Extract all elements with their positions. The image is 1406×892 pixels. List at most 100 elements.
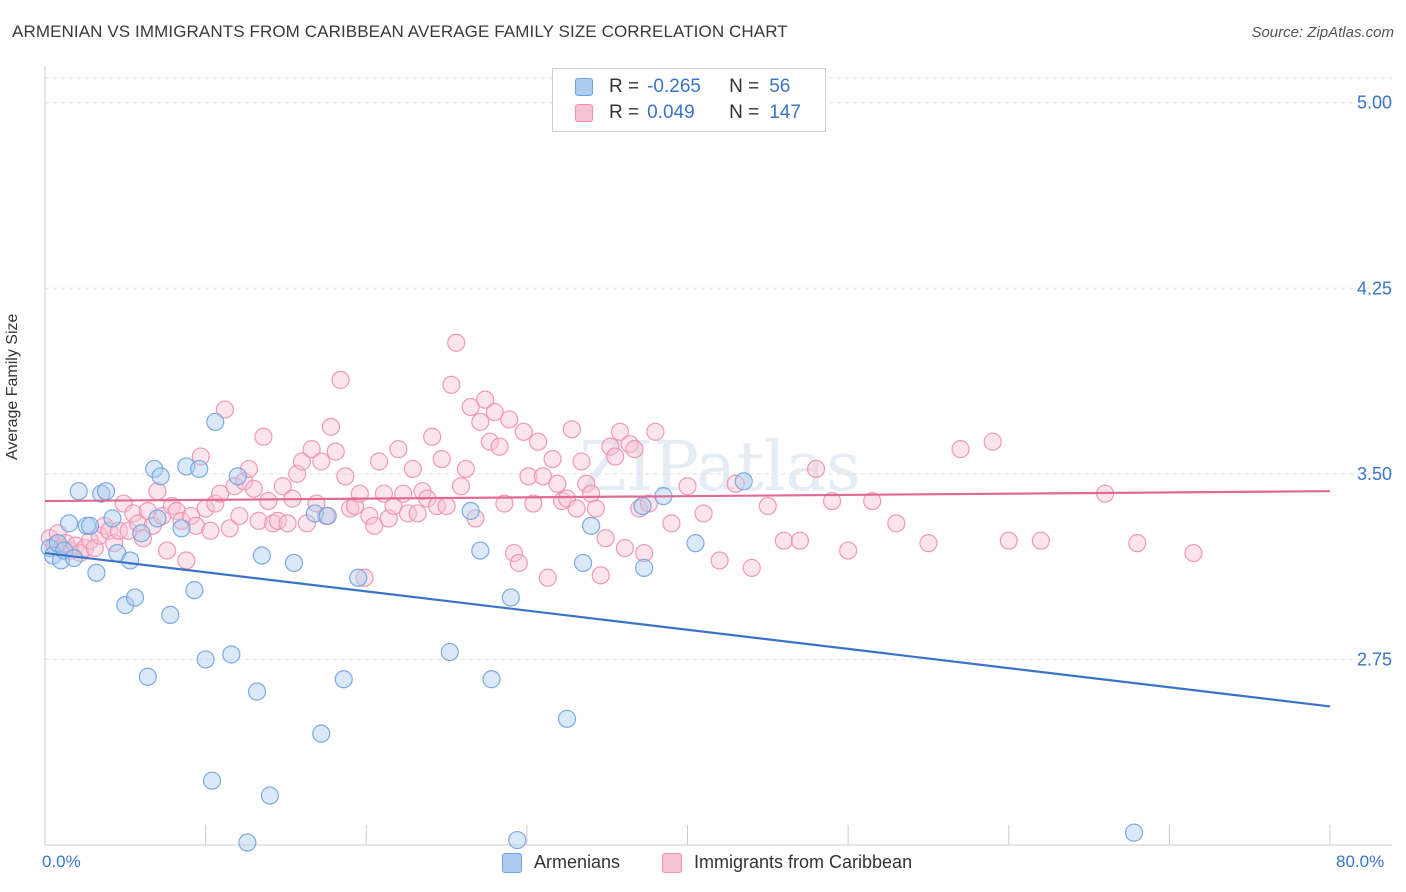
legend-row-armenians: R = -0.265 N = 56 [575,76,790,98]
armenian-point [121,551,140,570]
caribbean-point [572,452,591,471]
caribbean-point [215,400,234,419]
caribbean-point [742,558,761,577]
armenian-point [501,588,520,607]
armenians-legend-swatch [502,852,522,873]
caribbean-point [157,541,177,560]
caribbean-point [186,516,206,535]
caribbean-point [321,417,341,436]
armenian-point [633,496,652,516]
caribbean-point [601,437,620,456]
armenian-point [1124,823,1144,842]
caribbean-legend-swatch [662,852,682,873]
caribbean-point [839,541,858,560]
caribbean-point [509,553,528,573]
caribbean-point [630,499,649,518]
chart-title: ARMENIAN VS IMMIGRANTS FROM CARIBBEAN AV… [12,22,788,41]
legend-item-armenians[interactable]: Armenians [502,852,620,873]
n-label: N = [729,76,760,97]
legend-item-caribbean[interactable]: Immigrants from Caribbean [662,852,912,873]
caribbean-point [220,519,239,538]
armenian-point [172,519,191,538]
caribbean-point [403,459,422,479]
caribbean-point [694,504,713,523]
caribbean-point [774,531,793,550]
caribbean-point [249,511,268,530]
caribbean-point [432,449,451,469]
legend-row-caribbean: R = 0.049 N = 147 [575,102,801,124]
n-value: 56 [769,76,791,97]
caribbean-point [172,511,191,530]
caribbean-point [201,521,220,540]
caribbean-point [461,397,480,417]
armenian-point [185,581,204,600]
caribbean-point [562,420,581,439]
caribbean-point [437,496,456,516]
armenian-point [318,506,337,526]
armenian-point [252,546,271,565]
caribbean-point [370,452,389,471]
armenian-point [145,459,164,479]
caribbean-point [394,484,413,503]
armenian-point [92,484,111,503]
caribbean-point [331,370,350,389]
caribbean-point [615,538,634,558]
armenian-point [87,563,106,582]
caribbean-point [148,482,167,501]
caribbean-point [225,477,244,496]
caribbean-point [389,440,408,459]
caribbean-point [790,531,810,550]
caribbean-point [533,467,553,486]
caribbean-point [177,551,196,570]
armenian-point [312,724,331,743]
caribbean-point [1184,543,1203,563]
caribbean-point [278,514,297,533]
armenian-point [482,670,501,689]
caribbean-point [678,477,697,496]
caribbean-point [635,543,654,563]
caribbean-point [951,440,970,459]
caribbean-point [822,491,842,511]
caribbean-point [519,467,538,486]
caribbean-point [447,333,466,352]
armenian-point [96,482,116,501]
armenians-trend-line [44,551,1331,708]
armenian-point [734,472,753,491]
caribbean-point [451,477,471,496]
x-tick-label-min: 0.0% [42,852,81,871]
caribbean-point [586,499,606,518]
caribbean-point [758,496,777,516]
x-tick-label-max: 80.0% [1336,852,1385,871]
r-label: R = [609,102,640,123]
caribbean-point [485,402,504,422]
caribbean-point [646,422,665,441]
armenian-point [148,509,167,528]
caribbean-point [500,410,519,429]
caribbean-point [806,459,826,479]
caribbean-trend-line [44,490,1331,503]
caribbean-point [567,499,586,518]
caribbean-point [355,568,374,587]
caribbean-point [114,494,133,513]
caribbean-point [625,440,644,459]
armenian-point [284,553,304,573]
caribbean-point [476,390,495,409]
caribbean-point [983,432,1002,451]
armenian-point [103,509,122,528]
caribbean-point [263,514,283,533]
caribbean-point [423,427,442,446]
armenian-point [206,412,225,432]
armenian-point [573,553,593,573]
caribbean-point [244,479,263,498]
armenian-point [151,467,170,486]
r-value: 0.049 [647,102,695,123]
caribbean-point [153,506,172,526]
y-tick-label: 3.50 [1357,464,1392,484]
caribbean-point [591,566,610,585]
source-label: Source: ZipAtlas.com [1251,24,1394,41]
caribbean-point [456,459,475,479]
caribbean-point [504,543,524,563]
armenian-point [190,459,209,479]
caribbean-point [538,568,557,587]
caribbean-point [999,531,1018,550]
